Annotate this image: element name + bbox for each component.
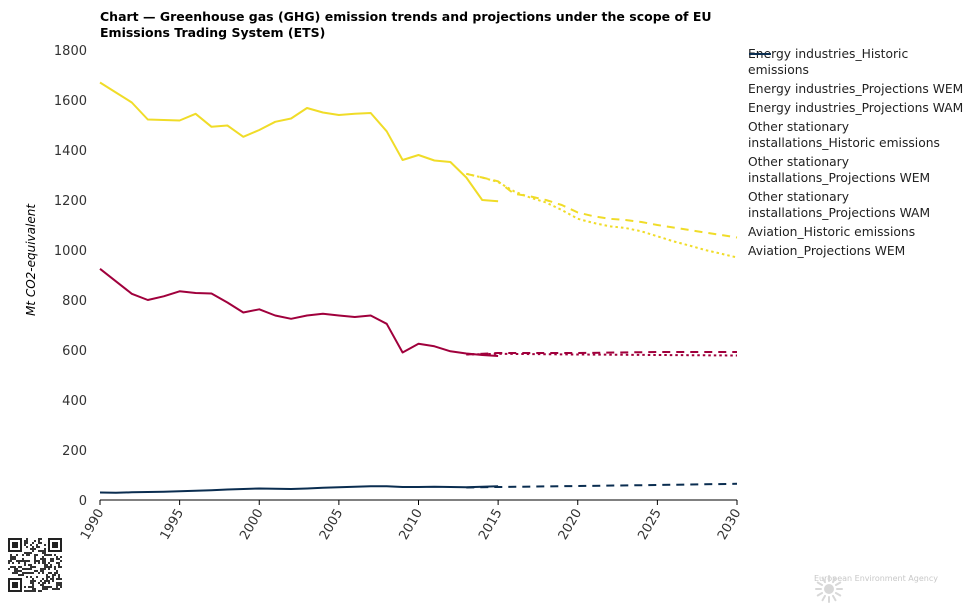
series-line-2[interactable] [466,172,738,259]
eea-sun-logo-icon [815,575,843,603]
series-line-0[interactable] [99,81,499,203]
y-tick-label: 400 [62,394,87,409]
series-line-7[interactable] [466,482,738,489]
legend-label: Aviation_Historic emissions [748,225,916,239]
legend-label: Other stationary installations_Projectio… [748,190,931,220]
x-tick-label: 1990 [78,507,108,543]
x-tick-label: 2010 [396,507,426,543]
series-layer [99,81,738,494]
agency-name: European Environment Agency [814,574,938,583]
x-tick-label: 2005 [317,507,347,543]
y-tick-label: 0 [79,494,87,509]
qr-code-icon[interactable] [8,538,62,592]
series-line-4[interactable] [466,351,737,356]
y-tick-label: 200 [62,444,87,459]
legend-item[interactable]: Other stationary installations_Projectio… [748,53,973,186]
series-line-1[interactable] [466,172,738,239]
legend-item[interactable]: Aviation_Projections WEM [748,53,973,259]
legend-item[interactable]: Energy industries_Projections WEM [748,53,973,97]
legend-item[interactable]: Energy industries_Projections WAM [748,53,973,116]
legend-item[interactable]: Energy industries_Historic emissions [748,46,973,78]
legend-label: Energy industries_Projections WAM [748,101,964,115]
legend-label: Other stationary installations_Historic … [748,120,940,150]
legend-label: Aviation_Projections WEM [748,244,906,258]
legend-swatch [749,53,771,55]
eea-branding[interactable]: European Environment Agency [814,574,942,603]
series-line-5[interactable] [466,352,738,357]
x-tick-label: 2025 [635,507,665,543]
x-tick-label: 2030 [715,507,745,543]
x-tick-label: 2000 [237,507,267,543]
legend-label: Energy industries_Historic emissions [748,47,909,77]
x-tick-label: 2015 [476,507,506,543]
series-line-6[interactable] [99,485,499,494]
series-line-3[interactable] [99,268,499,357]
legend: Energy industries_Historic emissions Ener… [748,46,973,262]
y-axis-label: Mt CO2-equivalent [24,203,38,316]
chart-title: Chart — Greenhouse gas (GHG) emission tr… [100,9,712,40]
y-tick-label: 1000 [54,244,87,259]
y-tick-label: 1400 [54,144,87,159]
y-tick-label: 1600 [54,94,87,109]
x-tick-label: 2020 [556,507,586,543]
legend-item[interactable]: Other stationary installations_Projectio… [748,53,973,221]
legend-item[interactable]: Other stationary installations_Historic … [748,53,973,151]
legend-label: Energy industries_Projections WEM [748,82,964,96]
legend-item[interactable]: Aviation_Historic emissions [748,53,973,240]
y-tick-label: 1200 [54,194,87,209]
y-tick-label: 800 [62,294,87,309]
legend-label: Other stationary installations_Projectio… [748,155,931,185]
x-tick-label: 1995 [158,507,188,543]
y-tick-label: 600 [62,344,87,359]
axes: 0 200 400 600 800 1000 1200 1400 1600 1800 1990 199… [24,44,744,543]
y-tick-label: 1800 [54,44,87,59]
